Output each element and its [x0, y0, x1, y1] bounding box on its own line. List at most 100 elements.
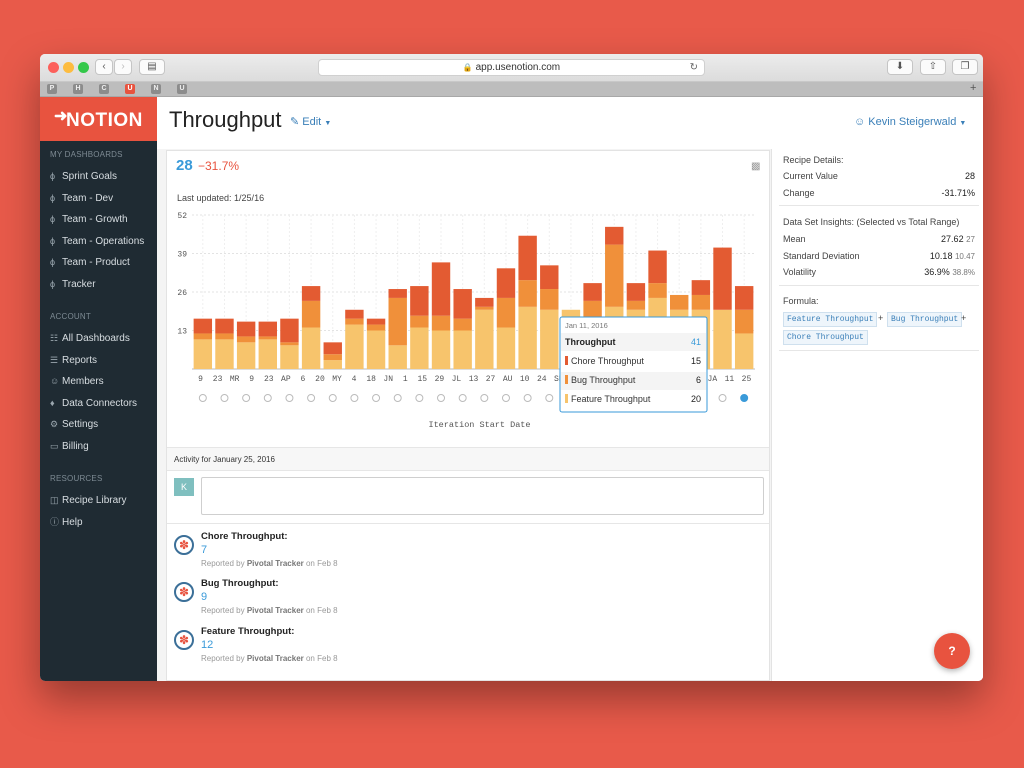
- range-point[interactable]: [523, 394, 532, 402]
- bar-segment[interactable]: [713, 247, 732, 310]
- bar-segment[interactable]: [734, 309, 754, 334]
- range-point[interactable]: [307, 394, 316, 402]
- bar-segment[interactable]: [345, 318, 364, 325]
- address-bar[interactable]: 🔒 app.usenotion.com ↻: [318, 59, 705, 76]
- bar-segment[interactable]: [453, 289, 472, 319]
- sidebar-toggle-button[interactable]: ▤: [139, 59, 165, 75]
- range-point[interactable]: [198, 394, 207, 402]
- range-point[interactable]: [718, 394, 727, 402]
- bar-segment[interactable]: [626, 300, 646, 310]
- range-point[interactable]: [480, 394, 489, 402]
- bar-segment[interactable]: [648, 283, 667, 298]
- bar-segment[interactable]: [236, 336, 256, 343]
- bar-segment[interactable]: [193, 333, 213, 340]
- bar-segment[interactable]: [605, 244, 624, 307]
- range-point[interactable]: [350, 394, 359, 402]
- bar-segment[interactable]: [496, 268, 516, 298]
- range-point[interactable]: [263, 394, 272, 402]
- sidebar-item-members[interactable]: ☺ Members: [50, 374, 104, 388]
- bar-segment[interactable]: [670, 294, 689, 310]
- maximize-window-button[interactable]: [78, 62, 89, 73]
- bar-segment[interactable]: [345, 309, 364, 319]
- sidebar-item-team-growth[interactable]: ϕ Team - Growth: [50, 212, 128, 226]
- range-point[interactable]: [242, 394, 251, 402]
- minimize-window-button[interactable]: [63, 62, 74, 73]
- bar-segment[interactable]: [453, 318, 472, 331]
- bar-segment[interactable]: [366, 318, 386, 325]
- bar-segment[interactable]: [431, 330, 451, 370]
- bar-segment[interactable]: [258, 336, 277, 340]
- pinned-tab-c[interactable]: C: [99, 84, 109, 94]
- bar-segment[interactable]: [410, 315, 429, 328]
- bar-segment[interactable]: [626, 283, 646, 301]
- sidebar-item-all-dashboards[interactable]: ☷ All Dashboards: [50, 331, 130, 345]
- bar-segment[interactable]: [388, 289, 407, 298]
- bar-segment[interactable]: [193, 318, 213, 334]
- bar-segment[interactable]: [475, 309, 494, 369]
- bar-segment[interactable]: [518, 235, 537, 281]
- formula-term-chore[interactable]: Chore Throughput: [783, 330, 868, 345]
- bar-segment[interactable]: [301, 300, 321, 328]
- back-button[interactable]: ‹: [95, 59, 113, 75]
- pinned-tab-h[interactable]: H: [73, 84, 83, 94]
- sidebar-item-help[interactable]: ⓘ Help: [50, 515, 83, 529]
- bar-segment[interactable]: [540, 289, 559, 310]
- bar-segment[interactable]: [258, 339, 277, 369]
- pinned-tab-u[interactable]: U: [177, 84, 187, 94]
- bar-segment[interactable]: [301, 327, 321, 369]
- bar-segment[interactable]: [540, 265, 559, 290]
- range-point[interactable]: [285, 394, 294, 402]
- bar-segment[interactable]: [518, 306, 537, 369]
- bar-segment[interactable]: [605, 226, 624, 245]
- pinned-tab-p[interactable]: P: [47, 84, 57, 94]
- user-menu[interactable]: ☺ Kevin Steigerwald ▼: [854, 116, 966, 128]
- bar-segment[interactable]: [215, 339, 234, 369]
- sidebar-item-sprint-goals[interactable]: ϕ Sprint Goals: [50, 169, 117, 183]
- bar-segment[interactable]: [323, 342, 342, 355]
- bar-segment[interactable]: [431, 315, 451, 331]
- bar-segment[interactable]: [496, 297, 516, 328]
- activity-value[interactable]: 7: [201, 544, 208, 556]
- range-point[interactable]: [501, 394, 510, 402]
- bar-segment[interactable]: [366, 324, 386, 331]
- comment-input[interactable]: [201, 477, 764, 515]
- share-button[interactable]: ⇧: [920, 59, 946, 75]
- bar-segment[interactable]: [431, 262, 451, 316]
- sidebar-item-reports[interactable]: ☰ Reports: [50, 353, 97, 367]
- bar-segment[interactable]: [301, 286, 321, 301]
- bar-segment[interactable]: [475, 297, 494, 307]
- range-point[interactable]: [372, 394, 381, 402]
- bar-segment[interactable]: [236, 342, 256, 369]
- bar-segment[interactable]: [583, 300, 602, 319]
- bar-segment[interactable]: [410, 286, 429, 316]
- bar-segment[interactable]: [475, 306, 494, 310]
- sidebar-item-tracker[interactable]: ϕ Tracker: [50, 277, 96, 291]
- edit-button[interactable]: ✎ Edit ▼: [290, 115, 331, 128]
- range-point[interactable]: [458, 394, 467, 402]
- bar-segment[interactable]: [280, 345, 299, 369]
- sidebar-item-recipe-library[interactable]: ◫ Recipe Library: [50, 493, 126, 507]
- sidebar-item-team-operations[interactable]: ϕ Team - Operations: [50, 234, 144, 248]
- sidebar-item-data-connectors[interactable]: ♦ Data Connectors: [50, 396, 137, 410]
- bar-segment[interactable]: [323, 354, 342, 361]
- bar-segment[interactable]: [258, 321, 277, 337]
- bar-segment[interactable]: [388, 297, 407, 346]
- close-window-button[interactable]: [48, 62, 59, 73]
- range-point[interactable]: [220, 394, 229, 402]
- new-tab-button[interactable]: +: [970, 82, 977, 94]
- bar-segment[interactable]: [518, 280, 537, 307]
- range-point[interactable]: [393, 394, 402, 402]
- bar-segment[interactable]: [280, 318, 299, 343]
- reload-icon[interactable]: ↻: [689, 62, 698, 73]
- bar-segment[interactable]: [366, 330, 386, 370]
- bar-segment[interactable]: [713, 309, 732, 369]
- range-point[interactable]: [437, 394, 446, 402]
- bar-segment[interactable]: [410, 327, 429, 369]
- formula-term-bug[interactable]: Bug Throughput: [887, 312, 963, 327]
- bar-segment[interactable]: [583, 283, 602, 301]
- range-point[interactable]: [415, 394, 424, 402]
- sidebar-item-billing[interactable]: ▭ Billing: [50, 439, 89, 453]
- throughput-chart[interactable]: 13 26 39 52 9 23 MR 9 23 AP 6 20 MY 4 18 JN 1 15 29 JL 13 27 A…: [167, 209, 769, 445]
- bar-segment[interactable]: [734, 333, 754, 369]
- bar-segment[interactable]: [280, 342, 299, 346]
